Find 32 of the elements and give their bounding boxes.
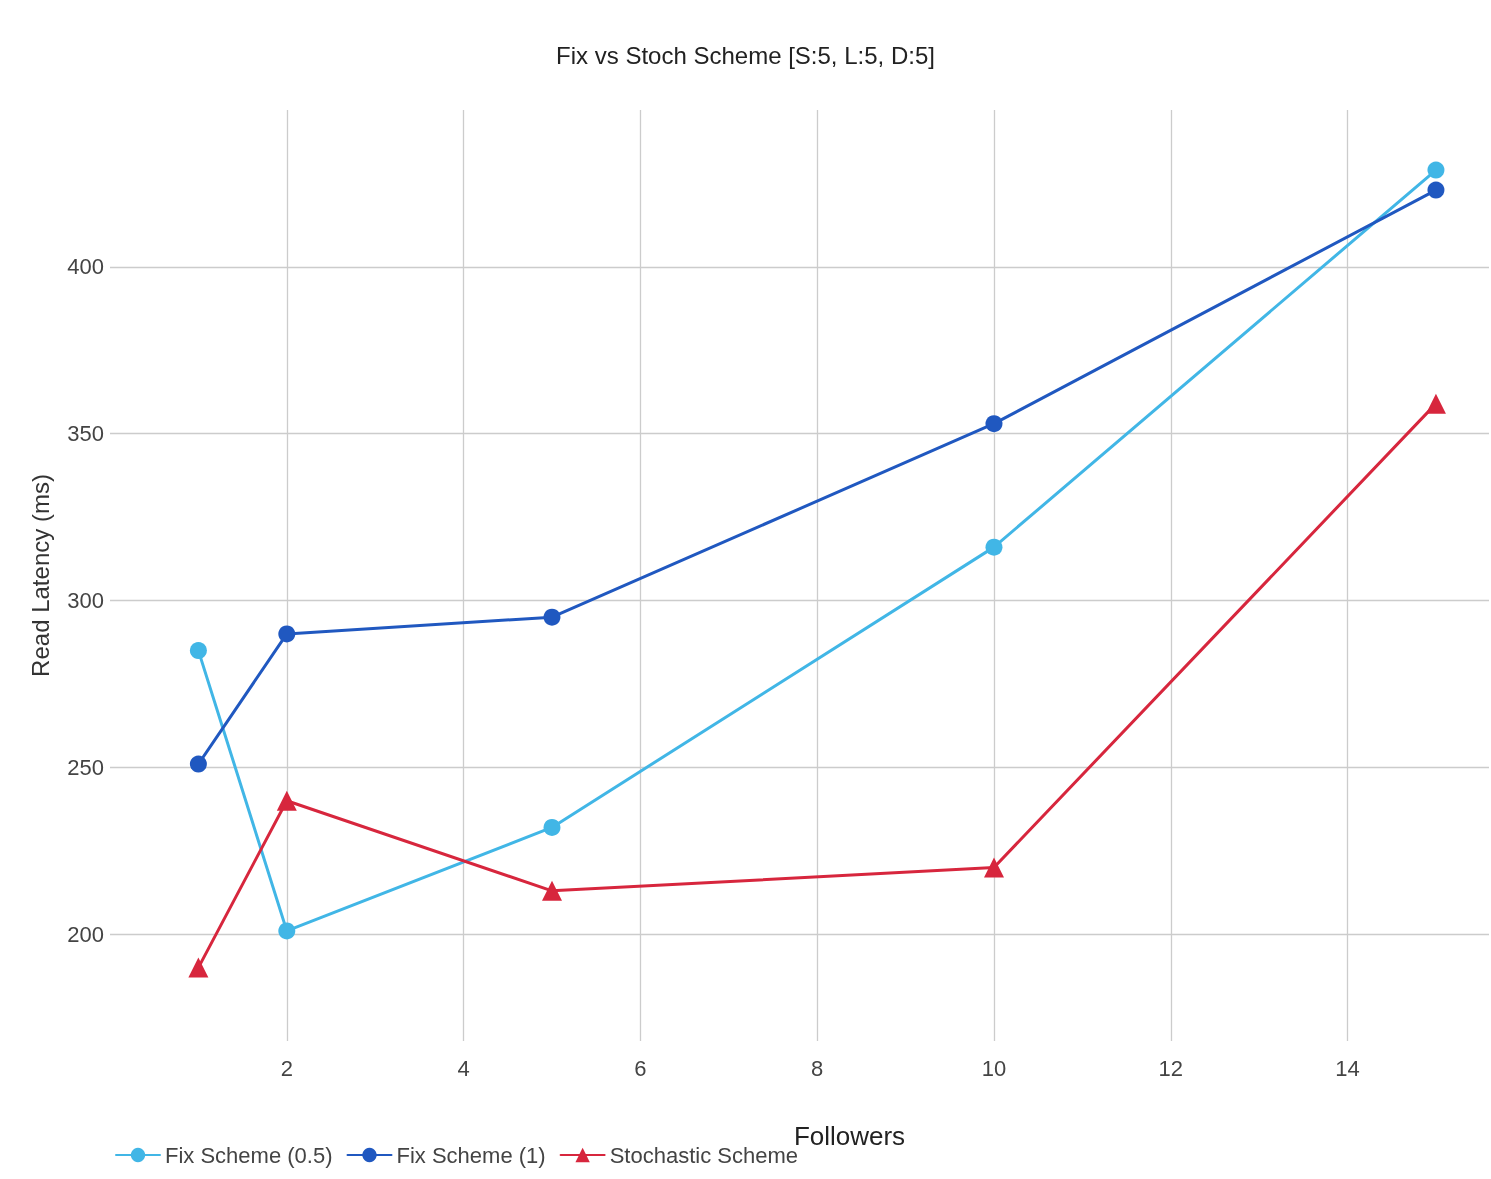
point xyxy=(189,755,207,773)
point xyxy=(1427,161,1445,179)
point xyxy=(543,608,561,626)
point xyxy=(188,957,209,978)
point xyxy=(278,625,296,643)
point xyxy=(1425,393,1446,414)
point xyxy=(541,880,562,901)
x-tick-label: 14 xyxy=(1335,1055,1360,1081)
x-tick-label: 4 xyxy=(457,1055,470,1081)
point xyxy=(985,538,1003,556)
x-tick-label: 8 xyxy=(811,1055,824,1081)
x-tick-label: 6 xyxy=(634,1055,647,1081)
y-tick-label: 350 xyxy=(67,421,104,447)
legend-label: Fix Scheme (0.5) xyxy=(165,1142,333,1168)
y-tick-label: 250 xyxy=(67,754,104,780)
x-tick-label: 2 xyxy=(280,1055,293,1081)
y-tick-label: 200 xyxy=(67,921,104,947)
point xyxy=(543,818,561,836)
point xyxy=(985,415,1003,433)
point xyxy=(983,857,1004,878)
point xyxy=(1427,181,1445,199)
point xyxy=(189,642,207,660)
x-tick-label: 12 xyxy=(1158,1055,1184,1081)
point xyxy=(276,790,297,811)
y-axis-title: Read Latency (ms) xyxy=(26,474,54,677)
y-tick-label: 300 xyxy=(67,588,104,614)
x-axis-title: Followers xyxy=(793,1121,906,1151)
legend-label: Fix Scheme (1) xyxy=(396,1142,546,1168)
x-tick-label: 10 xyxy=(981,1055,1007,1081)
chart-title: Fix vs Stoch Scheme [S:5, L:5, D:5] xyxy=(556,41,935,69)
point xyxy=(278,922,296,940)
y-tick-label: 400 xyxy=(67,254,104,280)
